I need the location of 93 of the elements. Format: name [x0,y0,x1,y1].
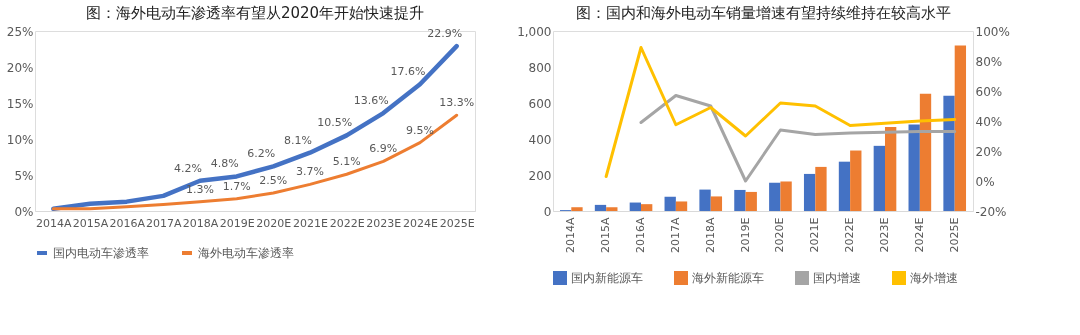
y-tick-label: 1,000 [517,24,552,39]
x-tick-label: 2024E [912,217,926,253]
x-tick-label: 2023E [366,216,402,230]
bar [745,191,757,211]
x-tick-label: 2019E [738,217,752,253]
bar [571,207,583,211]
y-tick-label: 400 [528,132,552,147]
bar [838,161,851,211]
chart-title: 图：海外电动车渗透率有望从2020年开始快速提升 [85,4,425,22]
y2-tick-label: 20% [975,144,1003,159]
bar [943,95,955,211]
y-tick-label: 20% [6,60,34,75]
legend-label: 国内增速 [813,271,861,285]
data-label: 4.8% [210,157,239,171]
data-label: 22.9% [427,27,463,41]
x-tick-label: 2014A [36,216,73,230]
data-label: 10.5% [317,116,353,130]
data-label: 13.6% [353,94,389,108]
x-tick-label: 2022E [843,217,857,253]
bar [641,204,653,211]
data-label: 3.7% [296,165,324,179]
legend-label: 海外新能源车 [692,271,764,285]
x-tick-label: 2016A [634,217,648,254]
data-label: 6.2% [247,147,276,161]
bar [675,201,688,211]
x-tick-label: 2015A [599,217,613,254]
bar [664,196,676,211]
legend-label: 国内新能源车 [571,271,643,285]
x-tick-label: 2020E [773,217,787,253]
bar [780,181,792,211]
x-tick-label: 2021E [293,216,329,230]
bar [850,150,862,211]
data-label: 4.2% [174,161,202,175]
y-tick-label: 5% [14,168,34,183]
x-tick-label: 2023E [877,217,891,253]
y2-tick-label: 40% [975,114,1003,129]
line-series [604,46,957,178]
legend-label: 国内电动车渗透率 [53,246,149,260]
data-label: 17.6% [390,65,426,79]
y2-tick-label: -20% [975,204,1007,219]
y2-tick-label: 100% [975,24,1010,39]
x-tick-label: 2024E [403,216,439,230]
x-tick-label: 2025E [947,217,961,253]
y-tick-label: 200 [528,168,552,183]
x-tick-label: 2018A [182,216,219,230]
x-tick-label: 2017A [146,216,183,230]
x-tick-label: 2018A [703,217,717,254]
data-label: 1.3% [186,182,214,196]
bar [769,182,781,211]
bar [710,196,723,211]
y-tick-label: 15% [6,96,34,111]
bar [884,127,897,211]
data-label: 8.1% [284,133,312,147]
bar [919,93,932,211]
y2-tick-label: 80% [975,54,1003,69]
bar [606,207,618,211]
data-label: 2.5% [259,174,288,187]
x-tick-label: 2025E [439,216,475,230]
bar [803,173,816,211]
data-label: 9.5% [406,123,434,137]
x-tick-label: 2022E [329,216,365,230]
line-series [51,113,459,211]
bar [699,189,711,211]
line-series [639,94,957,183]
y-tick-label: 600 [528,96,552,111]
bar [815,166,827,211]
data-label: 1.7% [222,179,251,193]
bar [908,124,920,211]
legend-label: 海外增速 [910,271,958,285]
x-tick-label: 2017A [668,217,682,254]
x-tick-label: 2021E [808,217,822,253]
data-label: 5.1% [332,155,361,169]
x-tick-label: 2014A [564,217,578,254]
y-tick-label: 25% [6,24,34,39]
bar [594,204,607,211]
bar [954,45,967,211]
x-tick-label: 2019E [219,216,255,230]
data-label: 6.9% [369,142,398,156]
chart-title: 图：国内和海外电动车销量增速有望持续维持在较高水平 [575,4,951,22]
y-tick-label: 10% [6,132,34,147]
y2-tick-label: 60% [975,84,1003,99]
bar [873,145,885,211]
data-label: 13.3% [439,96,475,110]
y-tick-label: 0 [543,204,552,219]
x-tick-label: 2020E [256,216,292,230]
bar [629,202,642,211]
bar [734,189,746,211]
x-tick-label: 2015A [72,216,109,230]
y2-tick-label: 0% [975,174,995,189]
legend-label: 海外电动车渗透率 [198,246,294,260]
y-tick-label: 800 [528,60,552,75]
y-tick-label: 0% [14,204,34,219]
x-tick-label: 2016A [109,216,146,230]
